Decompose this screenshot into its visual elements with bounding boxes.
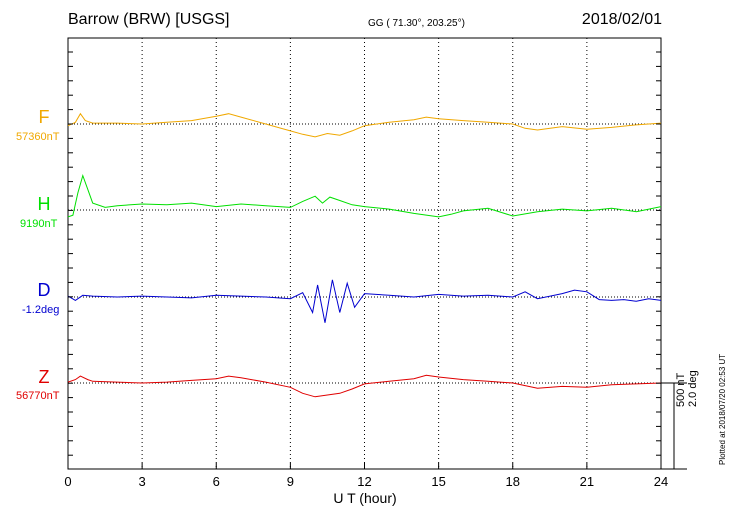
x-tick-label-12: 12	[357, 474, 371, 489]
x-axis-ticks: 0 3 6 9 12 15 18 21 24	[64, 51, 668, 489]
trace-h	[67, 173, 662, 218]
trace-f	[67, 112, 662, 138]
scale-bar	[661, 382, 687, 470]
traces	[67, 112, 662, 398]
component-baseline-f: 57360nT	[16, 131, 60, 143]
scale-label-deg: 2.0 deg	[687, 370, 699, 407]
x-tick-label-21: 21	[580, 474, 594, 489]
component-letter-h: H	[37, 194, 51, 214]
scale-label: 500 nT 2.0 deg	[675, 357, 699, 407]
x-tick-label-0: 0	[64, 474, 71, 489]
trace-z	[67, 374, 662, 398]
x-tick-label-18: 18	[506, 474, 520, 489]
component-letter-d: D	[37, 280, 51, 300]
x-tick-label-6: 6	[213, 474, 220, 489]
x-tick-label-9: 9	[287, 474, 294, 489]
trace-d	[67, 279, 662, 323]
plotted-note: Plotted at 2018/07/20 02:53 UT	[718, 353, 727, 465]
component-baseline-h: 9190nT	[20, 218, 58, 230]
date-label: 2018/02/01	[581, 11, 662, 28]
coordinates-label: GG ( 71.30°, 203.25°)	[368, 18, 465, 29]
x-tick-label-24: 24	[654, 474, 668, 489]
x-axis-label: U T (hour)	[333, 490, 397, 506]
component-baseline-z: 56770nT	[16, 390, 60, 402]
component-letter-f: F	[38, 107, 50, 127]
component-letter-z: Z	[38, 367, 50, 387]
x-tick-label-15: 15	[431, 474, 445, 489]
grid-lines	[141, 38, 588, 469]
scale-label-nt: 500 nT	[675, 372, 687, 407]
component-baseline-d: -1.2deg	[22, 304, 60, 316]
station-title: Barrow (BRW) [USGS]	[68, 11, 230, 28]
x-tick-label-3: 3	[139, 474, 146, 489]
